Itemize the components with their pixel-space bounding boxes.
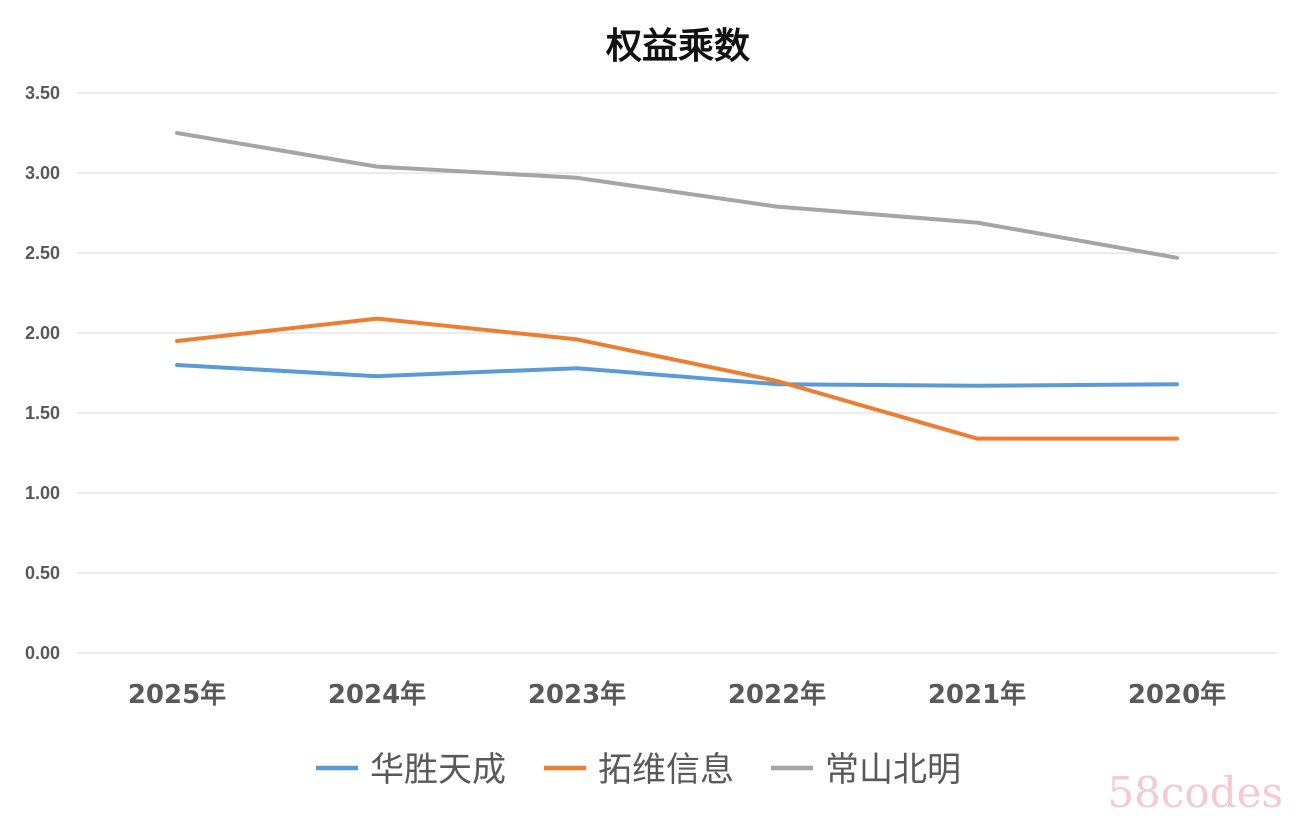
series-line [175,316,1179,441]
y-tick-label: 2.50 [25,243,60,263]
y-tick-label: 3.50 [25,83,60,103]
series-line [175,131,1179,260]
x-tick-label: 2023年 [528,679,626,710]
y-tick-label: 2.00 [25,323,60,343]
x-tick-label: 2020年 [1128,679,1226,710]
gridlines [77,92,1277,654]
y-tick-label: 0.50 [25,563,60,583]
y-tick-label: 3.00 [25,163,60,183]
y-tick-label: 1.50 [25,403,60,423]
series-line [175,363,1179,388]
y-tick-label: 0.00 [25,643,60,663]
series-lines [175,131,1179,441]
legend-label: 拓维信息 [598,750,734,790]
x-tick-label: 2021年 [928,679,1026,710]
legend-label: 常山北明 [825,750,961,790]
x-axis-ticks: 2025年 2024年 2023年 2022年 2021年 2020年 [128,679,1226,710]
y-tick-label: 1.00 [25,483,60,503]
watermark: 58codes [1107,768,1283,817]
legend: 华胜天成 拓维信息 常山北明 [316,750,961,790]
x-tick-label: 2022年 [728,679,826,710]
chart-title: 权益乘数 [605,26,750,67]
x-tick-label: 2024年 [328,679,426,710]
x-tick-label: 2025年 [128,679,226,710]
legend-label: 华胜天成 [370,750,506,790]
y-axis-ticks: 0.00 0.50 1.00 1.50 2.00 2.50 3.00 3.50 [25,83,60,663]
